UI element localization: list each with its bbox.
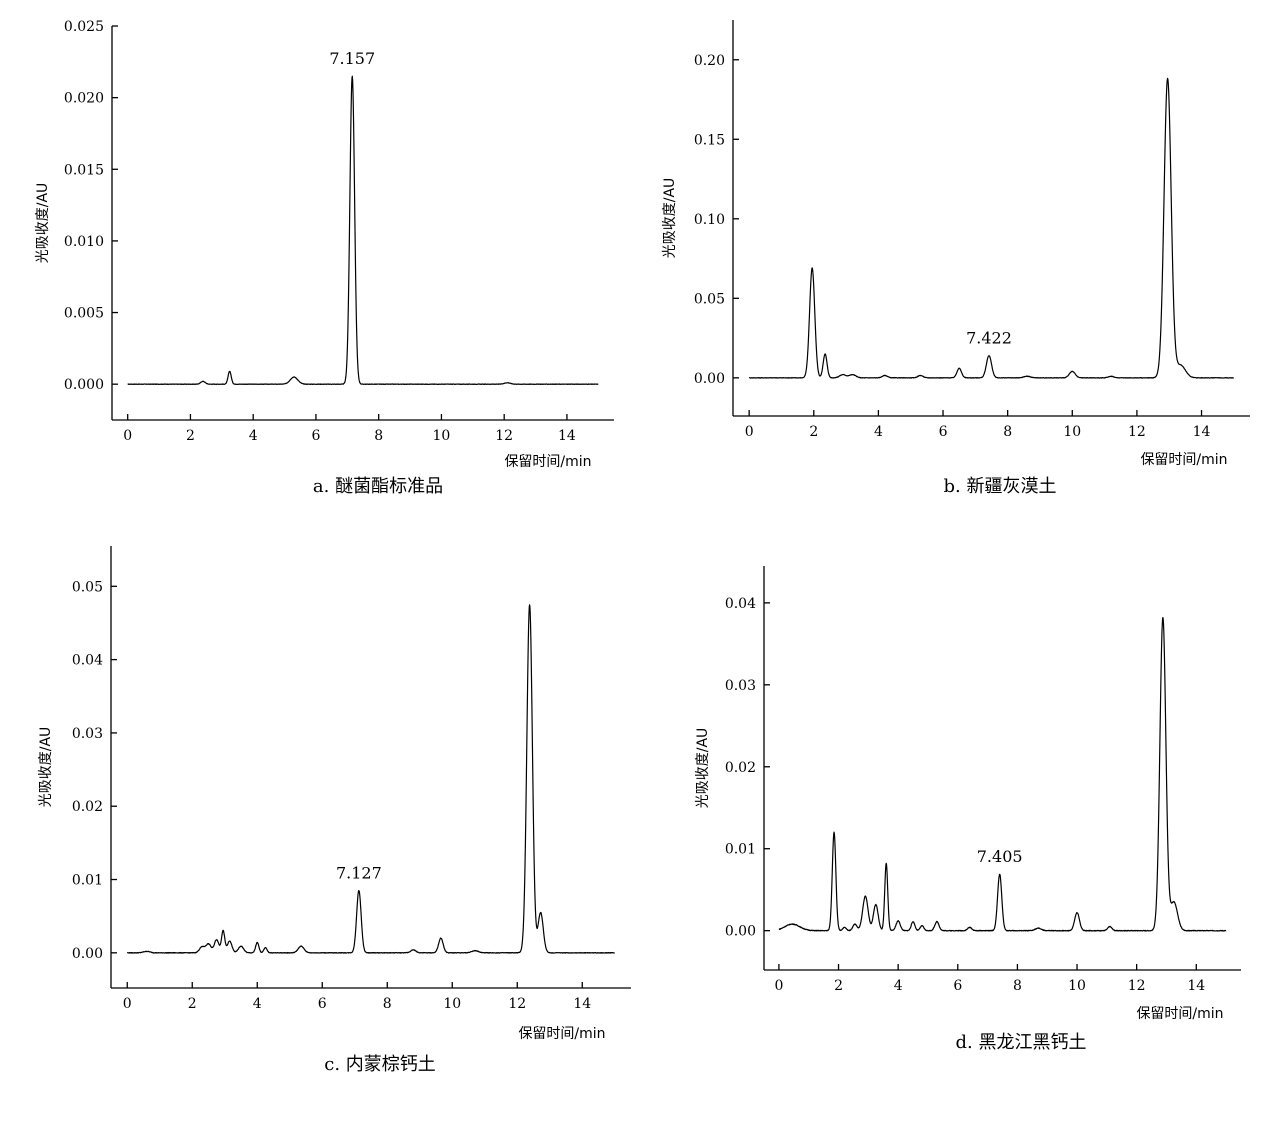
x-tick-label: 12 (495, 428, 513, 444)
y-tick-label: 0.025 (64, 19, 104, 35)
chart-panel-a: 0.000 0.005 0.010 0.015 0.020 0.025 0 2 4 6 8 10 12 1… (0, 0, 643, 530)
y-tick-label: 0.015 (64, 162, 104, 178)
x-tick-label: 8 (374, 428, 383, 444)
y-tick-label: 0.00 (72, 946, 103, 962)
x-tick-label: 6 (311, 428, 320, 444)
x-tick-label: 10 (1068, 978, 1086, 994)
x-tick-label: 2 (834, 978, 843, 994)
x-tick-label: 4 (874, 424, 883, 440)
y-tick-label: 0.03 (725, 678, 756, 694)
x-tick-label: 6 (318, 996, 327, 1012)
y-tick-label: 0.02 (725, 760, 756, 776)
x-tick-label: 0 (123, 428, 132, 444)
chromatogram-trace (126, 604, 616, 954)
y-axis-label: 光吸收度/AU (38, 727, 54, 808)
chart-caption: b. 新疆灰漠土 (944, 476, 1057, 497)
x-tick-label: 8 (383, 996, 392, 1012)
y-tick-label: 0.01 (72, 873, 103, 889)
chromatogram-trace (127, 75, 599, 385)
chromatogram-trace (778, 616, 1227, 932)
x-tick-label: 14 (558, 428, 576, 444)
x-tick-label: 14 (1187, 978, 1205, 994)
x-tick-label: 0 (123, 996, 132, 1012)
chart-caption: c. 内蒙棕钙土 (324, 1054, 436, 1075)
x-tick-label: 6 (939, 424, 948, 440)
x-tick-label: 8 (1013, 978, 1022, 994)
x-tick-label: 10 (443, 996, 461, 1012)
chromatogram-chart-a: 0.000 0.005 0.010 0.015 0.020 0.025 0 2 4 6 8 10 12 1… (35, 19, 614, 497)
x-tick-label: 10 (1063, 424, 1081, 440)
x-tick-label: 12 (508, 996, 526, 1012)
chart-panel-d: 0.00 0.01 0.02 0.03 0.04 0 2 4 6 8 10 12 14 光吸收度/AU 保留… (643, 530, 1286, 1140)
chart-caption: a. 醚菌酯标准品 (313, 476, 443, 497)
chart-caption: d. 黑龙江黑钙土 (956, 1032, 1087, 1053)
x-tick-label: 2 (188, 996, 197, 1012)
y-tick-label: 0.15 (694, 132, 725, 148)
y-tick-label: 0.05 (694, 291, 725, 307)
y-tick-label: 0.020 (64, 91, 104, 107)
y-tick-label: 0.02 (72, 799, 103, 815)
peak-retention-label: 7.127 (336, 864, 382, 883)
x-tick-label: 6 (953, 978, 962, 994)
x-tick-label: 2 (809, 424, 818, 440)
x-tick-label: 4 (894, 978, 903, 994)
chart-panel-b: 0.00 0.05 0.10 0.15 0.20 0 2 4 6 8 10 12 14 光吸收度/AU 保留… (643, 0, 1286, 530)
x-axis-label: 保留时间/min (1140, 452, 1227, 468)
x-tick-label: 12 (1128, 424, 1146, 440)
peak-retention-label: 7.405 (977, 847, 1023, 866)
x-tick-label: 0 (774, 978, 783, 994)
chromatogram-chart-d: 0.00 0.01 0.02 0.03 0.04 0 2 4 6 8 10 12 14 光吸收度/AU 保留… (695, 566, 1241, 1053)
y-tick-label: 0.20 (694, 53, 725, 69)
y-axis-label: 光吸收度/AU (695, 728, 711, 809)
y-axis-label: 光吸收度/AU (35, 183, 51, 264)
x-tick-label: 4 (253, 996, 262, 1012)
y-tick-label: 0.005 (64, 306, 104, 322)
x-tick-label: 2 (186, 428, 195, 444)
y-tick-label: 0.10 (694, 212, 725, 228)
y-tick-label: 0.03 (72, 726, 103, 742)
chart-panel-c: 0.00 0.01 0.02 0.03 0.04 0.05 0 2 4 6 8 10 12 14 光吸收度/… (0, 530, 643, 1140)
x-tick-label: 10 (433, 428, 451, 444)
y-tick-label: 0.010 (64, 234, 104, 250)
y-tick-label: 0.00 (694, 371, 725, 387)
chromatogram-chart-c: 0.00 0.01 0.02 0.03 0.04 0.05 0 2 4 6 8 10 12 14 光吸收度/… (38, 546, 631, 1075)
y-tick-label: 0.000 (64, 377, 104, 393)
y-tick-label: 0.04 (725, 596, 756, 612)
y-tick-label: 0.00 (725, 924, 756, 940)
x-tick-label: 0 (745, 424, 754, 440)
x-tick-label: 14 (1193, 424, 1211, 440)
y-tick-label: 0.04 (72, 653, 103, 669)
x-axis-label: 保留时间/min (518, 1026, 605, 1042)
chromatogram-chart-b: 0.00 0.05 0.10 0.15 0.20 0 2 4 6 8 10 12 14 光吸收度/AU 保留… (662, 20, 1250, 497)
chromatogram-trace (748, 77, 1235, 379)
x-axis-label: 保留时间/min (504, 454, 591, 470)
peak-retention-label: 7.422 (966, 329, 1012, 348)
y-axis-label: 光吸收度/AU (662, 178, 678, 259)
y-tick-label: 0.01 (725, 842, 756, 858)
x-tick-label: 12 (1128, 978, 1146, 994)
x-tick-label: 4 (249, 428, 258, 444)
y-tick-label: 0.05 (72, 579, 103, 595)
x-tick-label: 14 (573, 996, 591, 1012)
peak-retention-label: 7.157 (329, 49, 375, 68)
x-axis-label: 保留时间/min (1136, 1006, 1223, 1022)
x-tick-label: 8 (1003, 424, 1012, 440)
